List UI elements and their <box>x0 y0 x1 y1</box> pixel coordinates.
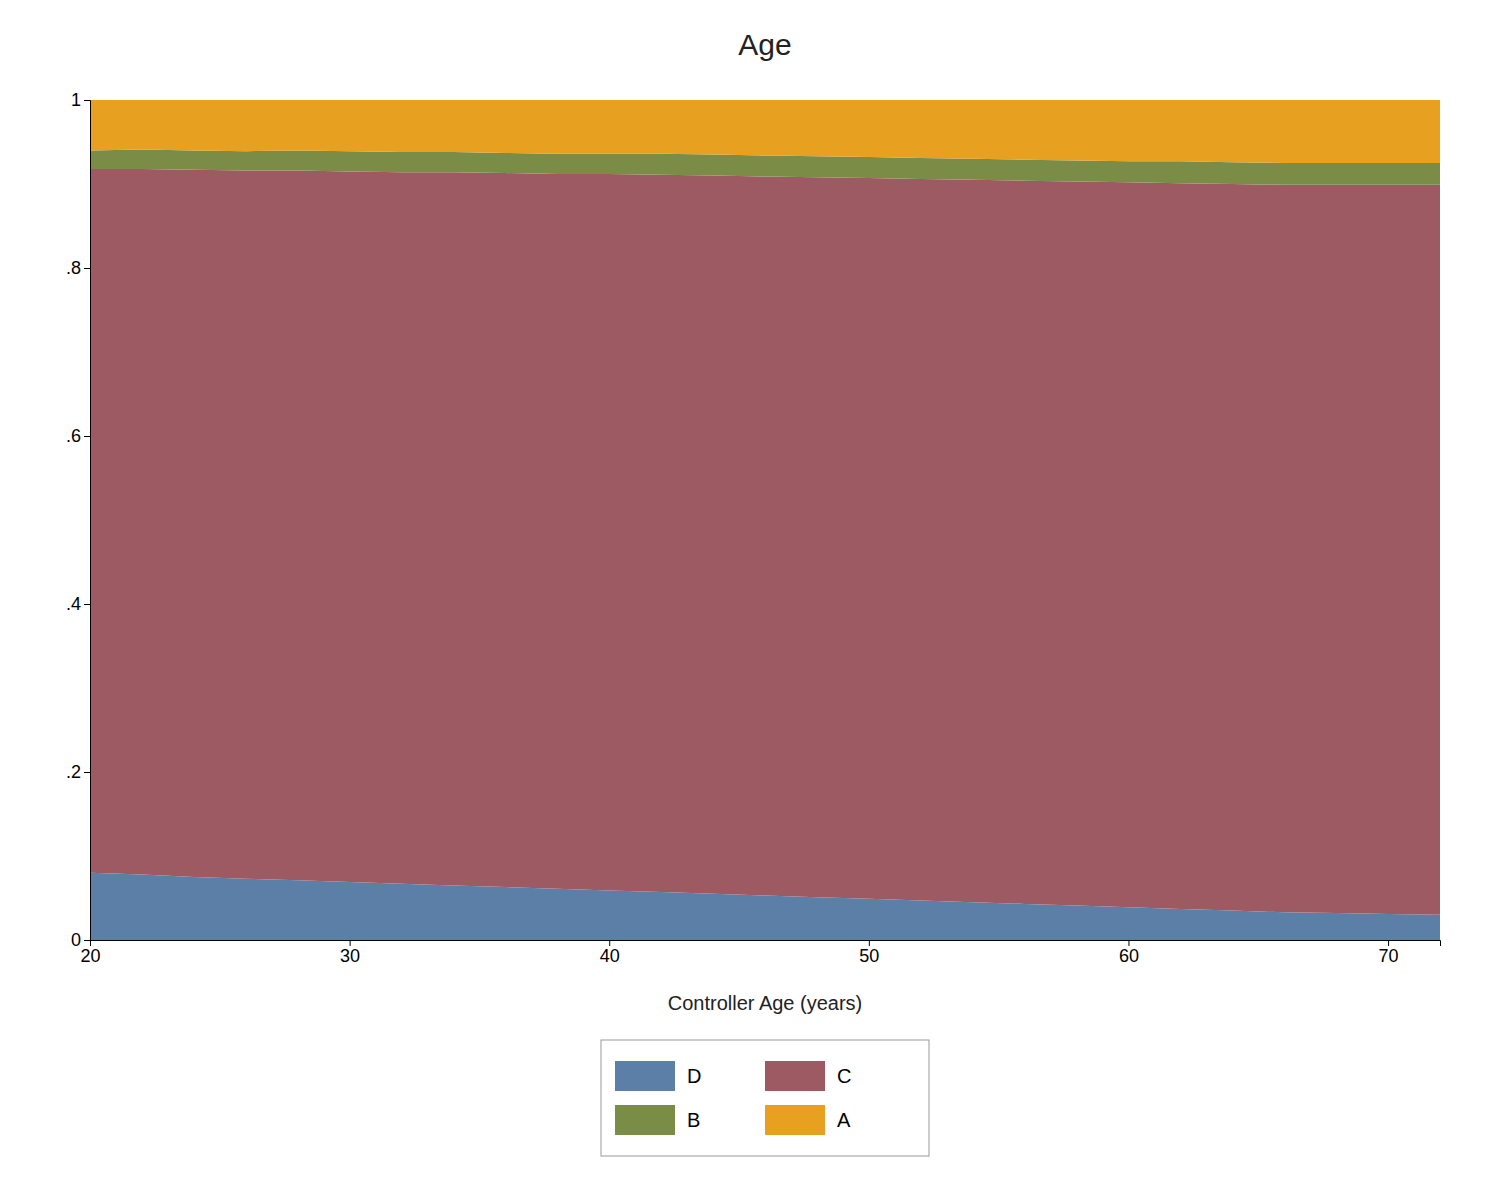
legend-swatch <box>615 1105 675 1135</box>
legend-swatch <box>765 1105 825 1135</box>
x-axis-line <box>91 941 1441 947</box>
x-tick: 30 <box>340 940 360 966</box>
x-tick-label: 60 <box>1119 946 1139 966</box>
legend-label: D <box>687 1065 701 1087</box>
y-tick-mark <box>84 436 90 437</box>
legend-label: C <box>837 1065 851 1087</box>
x-axis-label: Controller Age (years) <box>668 992 863 1014</box>
legend-label: B <box>687 1109 700 1131</box>
y-tick: .8 <box>66 258 90 278</box>
y-tick-label: .4 <box>66 594 81 614</box>
chart: Age 20 30 40 50 60 70 0 .2 .4 .6 .8 1 Controller Age … <box>0 0 1500 1200</box>
y-tick-label: 1 <box>71 90 81 110</box>
areas <box>90 100 1440 940</box>
x-tick-label: 40 <box>600 946 620 966</box>
x-tick: 70 <box>1379 940 1399 966</box>
y-tick: 0 <box>71 930 90 950</box>
y-tick-mark <box>84 268 90 269</box>
legend: D C B A <box>601 1040 929 1156</box>
x-tick-label: 50 <box>859 946 879 966</box>
legend-frame <box>601 1040 929 1156</box>
x-tick: 40 <box>600 940 620 966</box>
y-axis-line <box>84 101 91 941</box>
plot: 20 30 40 50 60 70 0 .2 .4 .6 .8 1 <box>66 90 1441 966</box>
y-tick: .4 <box>66 594 90 614</box>
y-tick-label: .6 <box>66 426 81 446</box>
legend-label: A <box>837 1109 851 1131</box>
y-tick-label: .8 <box>66 258 81 278</box>
x-tick-label: 70 <box>1379 946 1399 966</box>
legend-entry: B <box>615 1105 700 1135</box>
y-tick-mark <box>84 772 90 773</box>
x-tick-label: 20 <box>80 946 100 966</box>
y-tick-label: .2 <box>66 762 81 782</box>
y-tick: .6 <box>66 426 90 446</box>
y-tick: .2 <box>66 762 90 782</box>
x-tick: 20 <box>80 940 100 966</box>
legend-entry: D <box>615 1061 701 1091</box>
x-tick-label: 30 <box>340 946 360 966</box>
y-tick-label: 0 <box>71 930 81 950</box>
x-tick: 50 <box>859 940 879 966</box>
x-tick: 60 <box>1119 940 1139 966</box>
title: Age <box>738 28 791 61</box>
y-tick-mark <box>84 940 90 941</box>
y-tick-mark <box>84 100 90 101</box>
area <box>90 100 1440 163</box>
area <box>90 169 1440 915</box>
y-tick-mark <box>84 604 90 605</box>
legend-entry: C <box>765 1061 851 1091</box>
legend-swatch <box>615 1061 675 1091</box>
y-axis: 0 .2 .4 .6 .8 1 <box>66 90 91 950</box>
legend-entry: A <box>765 1105 851 1135</box>
y-tick: 1 <box>71 90 90 110</box>
legend-swatch <box>765 1061 825 1091</box>
x-axis: 20 30 40 50 60 70 <box>80 940 1440 966</box>
